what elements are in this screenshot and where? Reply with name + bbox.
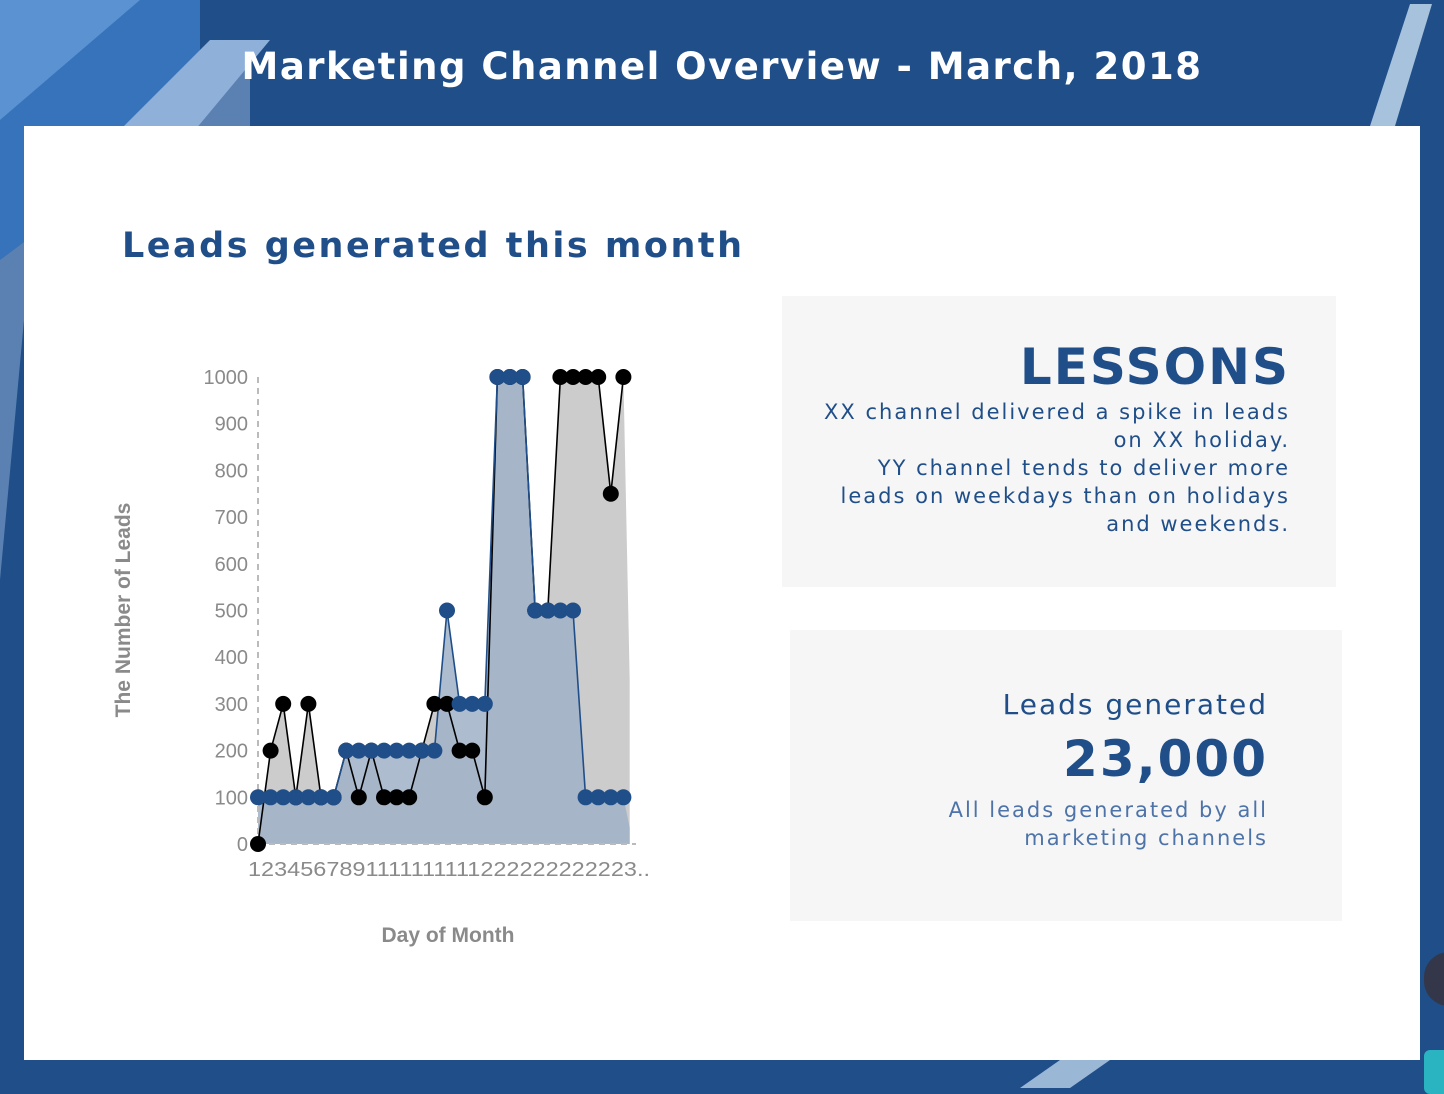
data-point [388,742,405,759]
data-point [615,369,632,385]
data-point [376,789,392,806]
data-point [451,695,468,712]
leads-label: Leads generated [1002,688,1268,721]
y-tick-label: 200 [215,741,248,763]
data-point [615,789,632,806]
y-tick-label: 0 [237,834,248,856]
leads-value: 23,000 [1063,730,1268,788]
data-point [476,695,493,712]
page-title: Marketing Channel Overview - March, 2018 [241,45,1203,88]
data-point [464,695,481,712]
data-point [514,369,531,385]
data-point [565,602,581,619]
data-point [350,742,367,759]
data-point [275,695,292,712]
lessons-heading: LESSONS [1019,338,1290,396]
y-tick-label: 300 [215,694,248,716]
data-point [590,369,607,385]
data-point [363,742,380,759]
data-point [464,742,481,759]
data-point [502,369,518,385]
data-point [539,602,556,619]
data-point [439,695,455,712]
corner-widget-button[interactable] [1424,1050,1444,1094]
data-point [451,742,468,759]
leads-description: All leads generated by all marketing cha… [948,798,1268,850]
data-point [338,742,355,759]
data-point [388,789,405,806]
data-point [250,789,266,806]
data-point [300,695,317,712]
data-point [262,742,279,759]
data-point [300,789,317,806]
data-point [476,789,493,806]
y-tick-label: 900 [215,414,248,436]
data-point [527,602,544,619]
side-panel-toggle-button[interactable] [1424,952,1444,1006]
data-point [275,789,292,806]
data-point [350,789,367,806]
data-point [426,742,443,759]
data-point [376,742,392,759]
x-tick-labels: 1234567891111111111222222222223.. [248,859,650,881]
data-point [287,789,304,806]
data-point [313,789,329,806]
data-point [577,369,594,385]
data-point [426,695,443,712]
y-tick-label: 500 [215,601,248,623]
data-point [577,789,594,806]
data-point [439,602,455,619]
lesson-line: YY channel tends to deliver more leads o… [840,456,1290,536]
y-tick-label: 400 [215,647,248,669]
data-point [250,836,266,852]
data-point [590,789,607,806]
x-axis-label: Day of Month [382,924,515,947]
data-point [401,742,418,759]
data-point [401,789,418,806]
y-tick-label: 600 [215,554,248,576]
lessons-card: LESSONS XX channel delivered a spike in … [782,296,1336,587]
data-point [552,369,569,385]
leads-chart: The Number of Leads Day of Month 1234567… [112,367,650,947]
y-axis-label: The Number of Leads [112,503,135,718]
data-point [602,485,619,502]
series-area [258,377,630,844]
y-tick-label: 100 [215,787,248,809]
data-point [565,369,581,385]
y-tick-label: 700 [215,507,248,529]
data-point [552,602,569,619]
y-tick-label: 1000 [204,367,249,389]
data-point [489,369,506,385]
section-title: Leads generated this month [122,226,745,266]
y-tick-label: 800 [215,460,248,482]
lessons-text: XX channel delivered a spike in leads on… [810,398,1290,538]
leads-card: Leads generated 23,000 All leads generat… [790,630,1342,921]
data-point [262,789,279,806]
data-point [325,789,342,806]
lesson-line: XX channel delivered a spike in leads on… [824,400,1290,452]
data-point [413,742,430,759]
data-point [602,789,619,806]
